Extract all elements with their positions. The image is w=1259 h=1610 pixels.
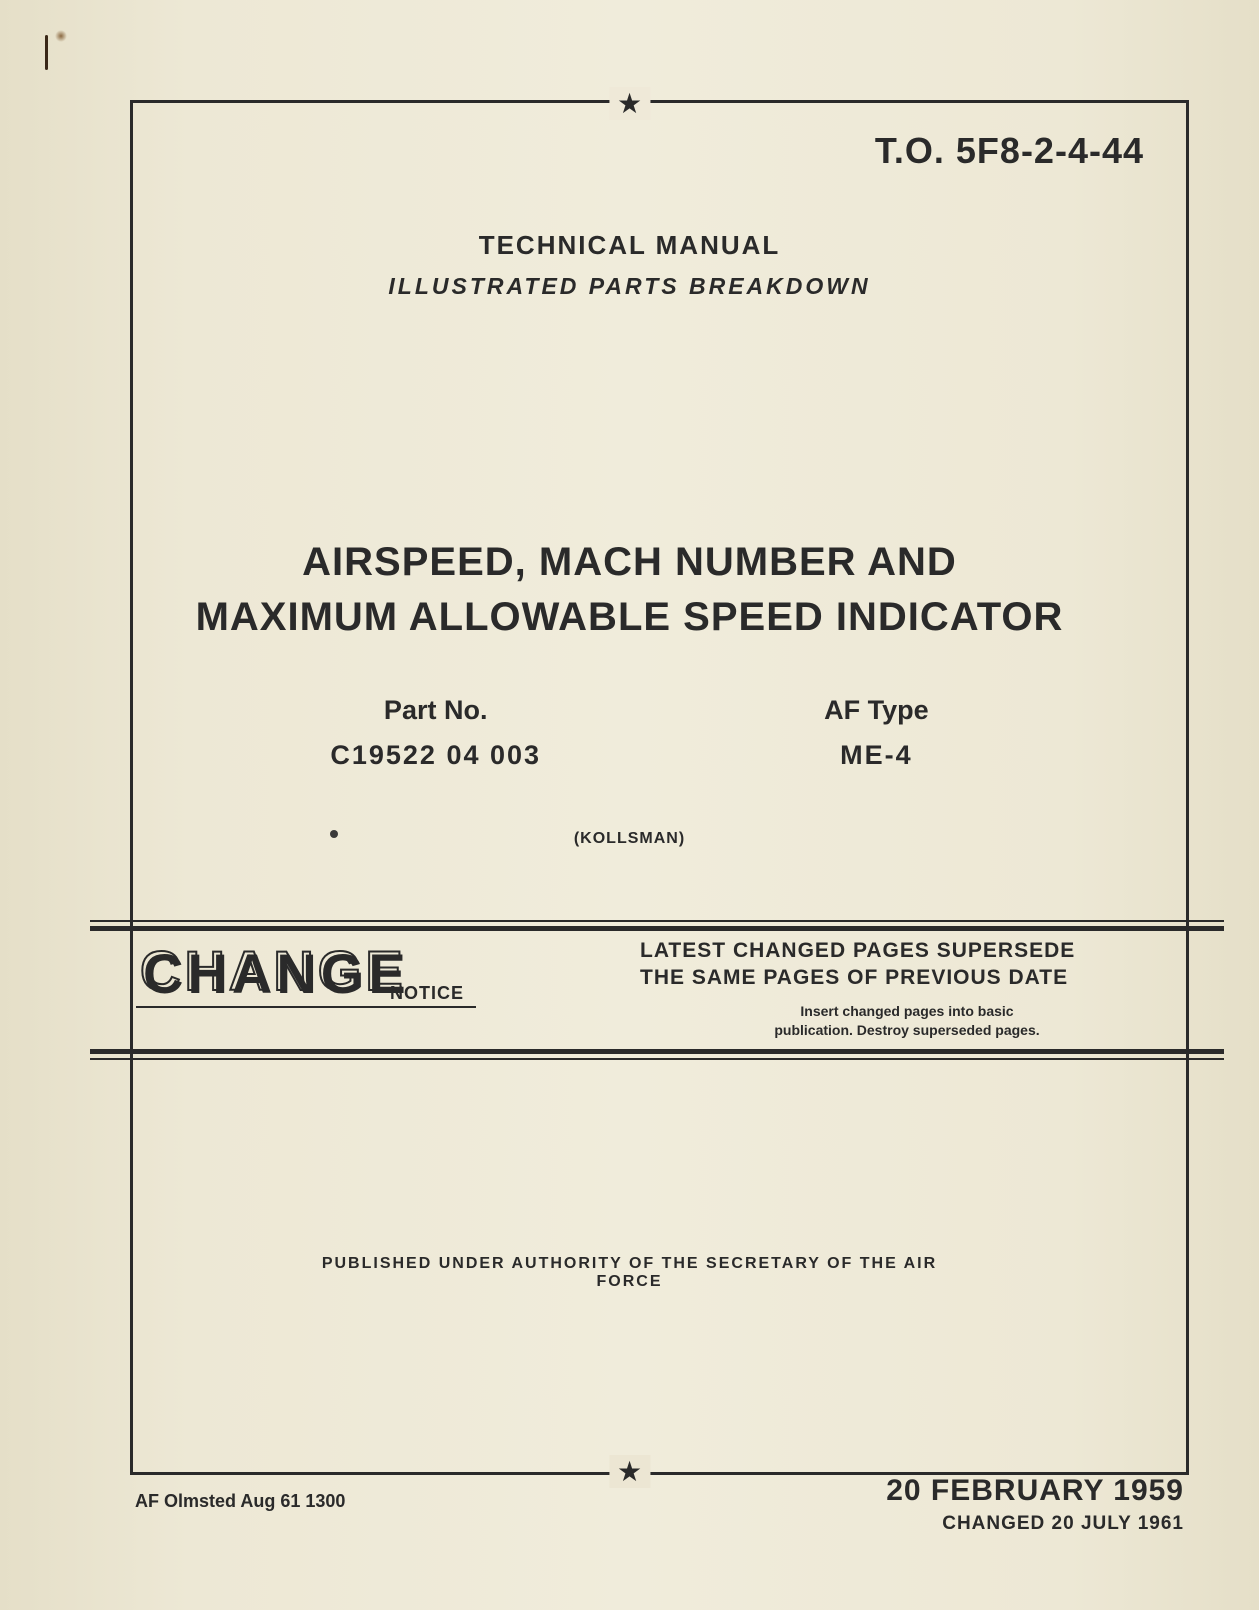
notice-underline (136, 1006, 476, 1008)
date-changed: CHANGED 20 JULY 1961 (886, 1513, 1184, 1535)
part-number-column: Part No. C19522 04 003 (330, 695, 541, 771)
change-word: CHANGE (140, 938, 407, 1003)
change-notice-section: CHANGE NOTICE LATEST CHANGED PAGES SUPER… (90, 920, 1224, 1060)
footer-right: 20 FEBRUARY 1959 CHANGED 20 JULY 1961 (886, 1474, 1184, 1535)
thin-line (90, 920, 1224, 922)
af-type-label: AF Type (824, 695, 929, 726)
document-page: ★ ★ T.O. 5F8-2-4-44 TECHNICAL MANUAL ILL… (0, 0, 1259, 1610)
authority-text: PUBLISHED UNDER AUTHORITY OF THE SECRETA… (315, 1255, 945, 1291)
header-line2: ILLUSTRATED PARTS BREAKDOWN (0, 273, 1259, 300)
change-lines-top (90, 920, 1224, 931)
footer-left: AF Olmsted Aug 61 1300 (135, 1491, 345, 1512)
part-info: Part No. C19522 04 003 AF Type ME-4 (189, 695, 1070, 771)
change-right-text: LATEST CHANGED PAGES SUPERSEDE THE SAME … (640, 937, 1174, 1041)
instruction-line1: Insert changed pages into basic (800, 1003, 1013, 1019)
star-top-icon: ★ (609, 87, 650, 120)
title-line2: MAXIMUM ALLOWABLE SPEED INDICATOR (63, 595, 1196, 640)
af-type-value: ME-4 (824, 740, 929, 771)
notice-label: NOTICE (390, 983, 464, 1004)
staple-mark (30, 30, 70, 90)
af-type-column: AF Type ME-4 (824, 695, 929, 771)
thin-line (90, 1058, 1224, 1060)
thick-line (90, 926, 1224, 931)
thick-line (90, 1049, 1224, 1054)
instruction-text: Insert changed pages into basic publicat… (640, 1002, 1174, 1041)
supersede-line1: LATEST CHANGED PAGES SUPERSEDE (640, 939, 1075, 962)
supersede-text: LATEST CHANGED PAGES SUPERSEDE THE SAME … (640, 937, 1174, 992)
header-block: TECHNICAL MANUAL ILLUSTRATED PARTS BREAK… (0, 230, 1259, 300)
supersede-line2: THE SAME PAGES OF PREVIOUS DATE (640, 966, 1068, 989)
title-line1: AIRSPEED, MACH NUMBER AND (63, 540, 1196, 585)
instruction-line2: publication. Destroy superseded pages. (774, 1022, 1039, 1038)
part-number-label: Part No. (330, 695, 541, 726)
smudge-mark (330, 830, 338, 838)
star-bottom-icon: ★ (609, 1455, 650, 1488)
header-line1: TECHNICAL MANUAL (0, 230, 1259, 261)
manufacturer: (KOLLSMAN) (574, 830, 685, 848)
part-number-value: C19522 04 003 (330, 740, 541, 771)
main-title: AIRSPEED, MACH NUMBER AND MAXIMUM ALLOWA… (63, 540, 1196, 640)
date-main: 20 FEBRUARY 1959 (886, 1474, 1184, 1508)
change-lines-bottom (90, 1049, 1224, 1060)
to-number: T.O. 5F8-2-4-44 (875, 130, 1144, 172)
